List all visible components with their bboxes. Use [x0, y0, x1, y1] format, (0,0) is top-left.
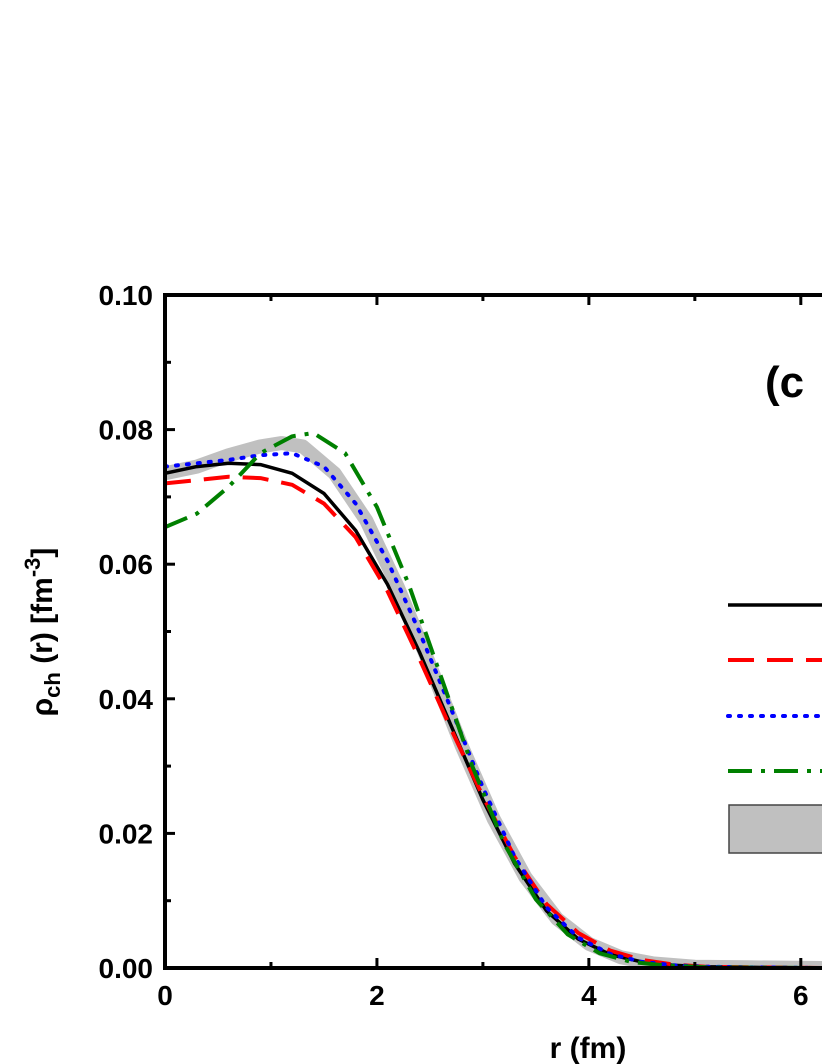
- y-axis-title: ρch (r) [fm-3]: [20, 548, 65, 717]
- y-axis-title-rest: (r) [fm: [26, 577, 59, 672]
- x-tick-label: 0: [157, 980, 173, 1011]
- y-tick-label: 0.02: [99, 818, 154, 849]
- legend: [726, 603, 822, 854]
- y-axis-title-subscript: ch: [40, 672, 65, 698]
- series-layer: [165, 431, 822, 968]
- series-dotted-line: [165, 451, 822, 968]
- y-tick-label: 0.06: [99, 549, 154, 580]
- legend-entry-band: [728, 804, 822, 854]
- series-dashed-line: [165, 474, 822, 968]
- y-axis-title-superscript: -3: [20, 558, 45, 578]
- y-axis-title-close: ]: [26, 548, 59, 558]
- axes-layer: 0 2 4 6 0.00 0.02 0.04 0.06 0.08 0.10: [99, 280, 822, 1011]
- x-axis-title: r (fm): [550, 1032, 627, 1064]
- y-axis-title-symbol: ρ: [26, 698, 59, 717]
- series-band-line: [165, 436, 822, 968]
- y-tick-label: 0.10: [99, 280, 154, 311]
- x-tick-label: 6: [793, 980, 809, 1011]
- y-tick-label: 0.04: [99, 684, 154, 715]
- x-tick-label: 2: [369, 980, 385, 1011]
- series-dash-dot-line: [165, 431, 822, 968]
- panel-label: (c: [765, 358, 804, 407]
- y-tick-label: 0.00: [99, 953, 154, 984]
- series-solid-line: [165, 461, 822, 968]
- y-tick-label: 0.08: [99, 415, 154, 446]
- x-tick-label: 4: [581, 980, 597, 1011]
